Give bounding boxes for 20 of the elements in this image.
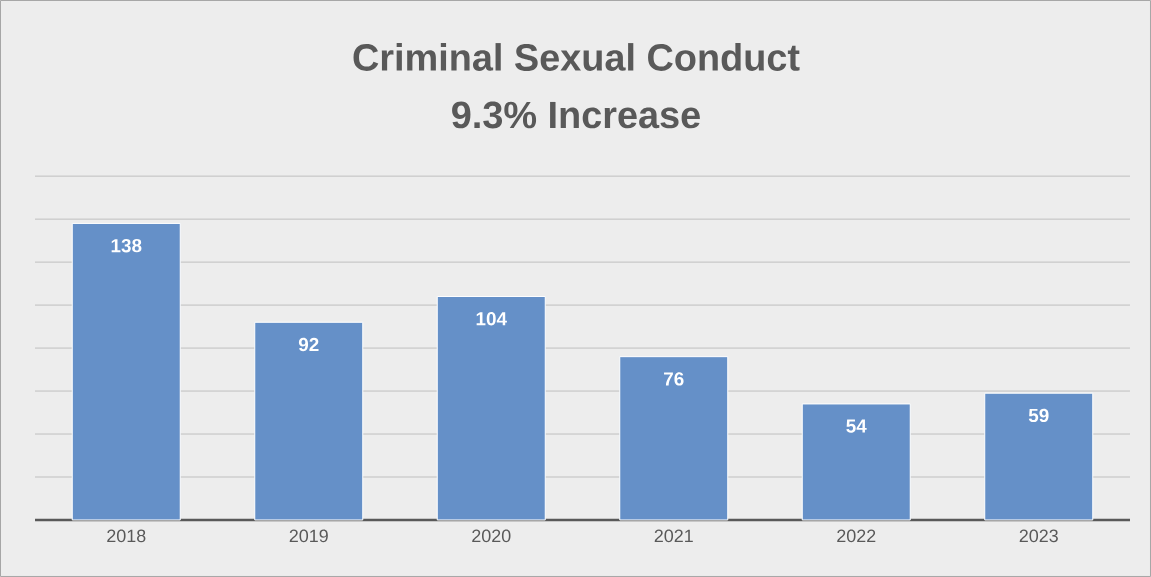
bar [619,356,729,521]
data-label: 76 [664,372,684,386]
x-tick-label: 2021 [654,529,693,543]
x-tick-label: 2022 [837,529,876,543]
data-label: 104 [476,312,507,326]
x-tick-label: 2018 [107,529,146,543]
bar [801,403,911,521]
x-tick-label: 2019 [289,529,328,543]
data-label: 54 [846,419,867,433]
chart-title: Criminal Sexual Conduct [353,43,800,71]
bar [71,222,181,521]
x-tick-label: 2023 [1019,529,1058,543]
x-tick-label: 2020 [472,529,511,543]
bar [436,296,546,521]
data-label: 59 [1028,408,1049,423]
bar [254,321,364,521]
data-label: 138 [111,238,142,253]
data-label: 92 [298,337,319,352]
chart-subtitle: 9.3% Increase [452,101,700,129]
bar [984,392,1094,521]
